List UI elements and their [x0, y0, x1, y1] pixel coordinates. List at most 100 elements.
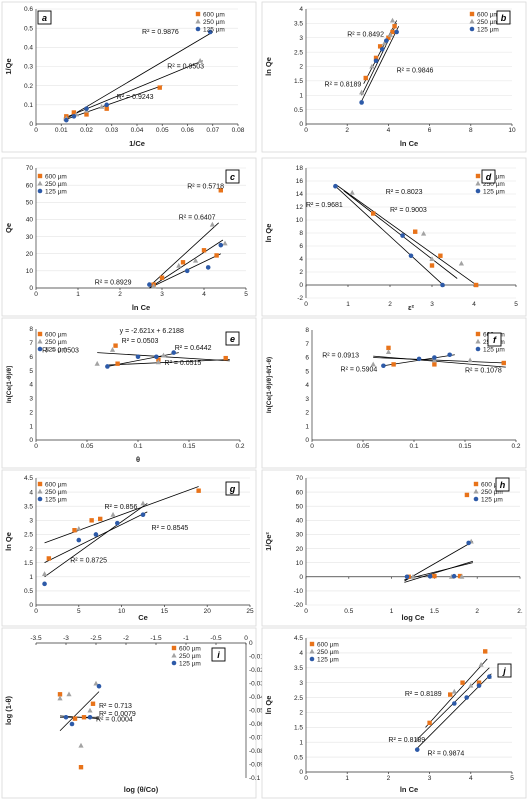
y-tick-label: -0.1: [249, 775, 261, 782]
y-tick-label: 1: [29, 423, 33, 430]
data-point: [394, 29, 399, 35]
legend-label: 250 µm: [477, 19, 499, 26]
data-point: [46, 556, 52, 561]
data-point: [414, 736, 420, 742]
data-point: [151, 283, 157, 289]
panel-letter: f: [493, 335, 497, 345]
x-tick-label: 0.2: [235, 443, 244, 450]
trendline: [373, 355, 506, 368]
panel-frame: [1, 157, 257, 317]
x-tick-label: 0.05: [81, 443, 94, 450]
legend-label: 600 µm: [45, 173, 67, 180]
y-tick-label: 30: [26, 234, 34, 241]
panel-letter: e: [230, 334, 235, 344]
data-point: [78, 765, 84, 770]
x-tick-label: 0.5: [344, 608, 353, 615]
data-point: [370, 361, 376, 367]
y-tick-label: 7: [29, 340, 33, 347]
data-point: [451, 688, 457, 694]
data-point: [90, 701, 96, 706]
legend-label: 125 µm: [317, 656, 339, 663]
x-tick-label: -1: [183, 635, 189, 642]
y-tick-label: -10: [294, 588, 304, 595]
legend-label: 125 µm: [45, 188, 67, 195]
y-tick-label: 2: [29, 546, 33, 553]
y-tick-label: 20: [296, 546, 304, 553]
data-point: [410, 573, 416, 579]
y-tick-label: 0.1: [24, 102, 33, 109]
y-tick-label: 14: [296, 191, 304, 198]
x-tick-label: 2: [387, 775, 391, 782]
y-tick-label: 50: [26, 199, 34, 206]
x-tick-label: 10: [118, 608, 126, 615]
data-point: [57, 695, 63, 701]
data-point: [390, 29, 395, 35]
y-tick-label: 20: [26, 251, 34, 258]
data-point: [184, 268, 190, 274]
y-axis-title: 1/Qe²: [264, 532, 273, 551]
x-tick-label: 0: [34, 291, 38, 298]
legend-label: 250 µm: [203, 19, 225, 26]
data-point: [381, 363, 386, 369]
r-squared-label: y = -2.621x + 6.2188: [120, 328, 184, 335]
y-axis-title: 1/Qe: [4, 58, 13, 74]
y-tick-label: 50: [296, 503, 304, 510]
y-axis-title: ln[Ce(1-θ)/θ]-θ/1-θ): [266, 357, 273, 413]
x-tick-label: -1.5: [150, 635, 162, 642]
data-point: [115, 520, 120, 526]
data-point: [438, 253, 443, 258]
y-tick-label: 3: [299, 35, 303, 42]
x-tick-label: 5: [77, 608, 81, 615]
x-tick-label: 0.2: [511, 443, 520, 450]
r-squared-label: R² = 0.0913: [322, 353, 359, 360]
legend-label: 125 µm: [45, 496, 67, 503]
trendline: [343, 190, 458, 279]
data-point: [104, 106, 109, 111]
legend-label: 250 µm: [481, 489, 503, 496]
legend-label: 600 µm: [481, 481, 503, 488]
x-axis-title: Ce: [138, 613, 148, 622]
y-tick-label: 0: [29, 285, 33, 292]
r-squared-label: R² = 0.9874: [428, 751, 465, 758]
y-tick-label: 18: [296, 165, 304, 172]
trendline: [63, 85, 163, 121]
y-tick-label: 8: [305, 327, 309, 334]
chart-panel-a: 0 0.01 0.02 0.03 0.04 0.05 0.06 0.07 0.08 0 0.1 0.2…: [1, 1, 257, 153]
x-tick-label: 3: [428, 775, 432, 782]
y-tick-label: 5: [305, 368, 309, 375]
y-tick-label: 10: [296, 217, 304, 224]
data-point: [392, 24, 397, 29]
x-tick-label: 0: [244, 635, 248, 642]
panel-letter-box: [496, 10, 511, 25]
y-tick-label: 10: [26, 268, 34, 275]
data-point: [447, 352, 453, 358]
r-squared-label: R² = 0.1078: [465, 368, 502, 375]
y-axis-title: log (1-θ): [4, 695, 13, 725]
data-point: [154, 354, 159, 360]
data-point: [69, 721, 75, 727]
r-squared-label: R² = 0.9681: [306, 202, 343, 209]
x-tick-label: -3.5: [30, 635, 42, 642]
data-point: [76, 526, 82, 531]
x-tick-label: -3: [63, 635, 69, 642]
y-tick-label: 0: [299, 769, 303, 776]
data-point: [140, 512, 146, 517]
x-tick-label: 2.: [517, 608, 523, 615]
data-point: [457, 573, 463, 579]
y-tick-label: -0.05: [249, 708, 264, 715]
data-point: [157, 85, 162, 90]
panel-letter-box: [211, 647, 226, 662]
data-point: [209, 221, 215, 227]
data-point: [391, 362, 396, 367]
data-point: [201, 248, 207, 253]
x-tick-label: 0.08: [232, 127, 245, 134]
r-squared-label: R² = 0.8023: [386, 189, 423, 196]
data-point: [71, 114, 77, 119]
x-tick-label: 1: [390, 608, 394, 615]
y-tick-label: 0: [29, 121, 33, 128]
data-point: [87, 714, 93, 720]
trendline: [373, 357, 506, 364]
y-tick-label: 3: [29, 518, 33, 525]
x-tick-label: 0.01: [55, 127, 68, 134]
data-point: [193, 257, 199, 263]
